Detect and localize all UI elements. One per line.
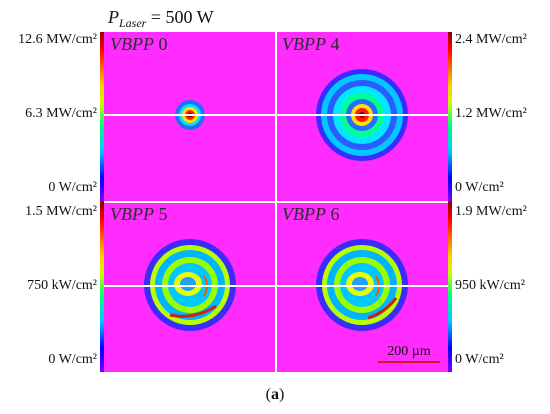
panel-vbpp-4: VBPP 4 <box>276 32 448 202</box>
panel-title-vbpp-0: VBPP 0 <box>110 34 168 54</box>
cbar-label-br-min: 0 W/cm² <box>455 352 504 367</box>
colorbar-top-right <box>446 32 452 202</box>
panel-divider-vertical <box>275 32 277 372</box>
panel-vbpp-0: VBPP 0 <box>104 32 276 202</box>
cbar-label-tl-min: 0 W/cm² <box>48 180 97 195</box>
cbar-label-br-mid: 950 kW/cm² <box>455 278 525 293</box>
panel-title-vbpp-5: VBPP 5 <box>110 204 168 224</box>
caption-letter: a <box>271 386 279 403</box>
panel-title-vbpp-4: VBPP 4 <box>282 34 340 54</box>
cbar-label-tr-max: 2.4 MW/cm² <box>455 32 527 47</box>
laser-power-symbol: P <box>108 7 119 27</box>
laser-power-value: = 500 W <box>146 7 214 27</box>
intensity-map-vbpp-4 <box>316 69 408 161</box>
colorbar-top-left <box>100 32 106 202</box>
colorbar-bottom-right <box>446 202 452 372</box>
cbar-label-tr-min: 0 W/cm² <box>455 180 504 195</box>
scale-bar-label: 200 µm <box>387 344 431 359</box>
figure-caption: (a) <box>265 386 285 403</box>
laser-power-header: PLaser = 500 W <box>108 6 214 34</box>
cbar-label-bl-max: 1.5 MW/cm² <box>25 204 97 219</box>
panel-title-vbpp-6: VBPP 6 <box>282 204 340 224</box>
cbar-label-tr-mid: 1.2 MW/cm² <box>455 106 527 121</box>
scale-bar-line <box>378 361 440 363</box>
laser-power-subscript: Laser <box>119 16 147 30</box>
colorbar-bottom-left <box>100 202 106 372</box>
cbar-label-br-max: 1.9 MW/cm² <box>455 204 527 219</box>
intensity-map-vbpp-0 <box>175 100 205 130</box>
intensity-map-vbpp-5 <box>144 239 236 331</box>
cbar-label-tl-max: 12.6 MW/cm² <box>18 32 97 47</box>
scale-bar: 200 µm <box>378 344 440 363</box>
panel-vbpp-5: VBPP 5 <box>104 202 276 372</box>
cbar-label-tl-mid: 6.3 MW/cm² <box>25 106 97 121</box>
cbar-label-bl-mid: 750 kW/cm² <box>27 278 97 293</box>
cbar-label-bl-min: 0 W/cm² <box>48 352 97 367</box>
